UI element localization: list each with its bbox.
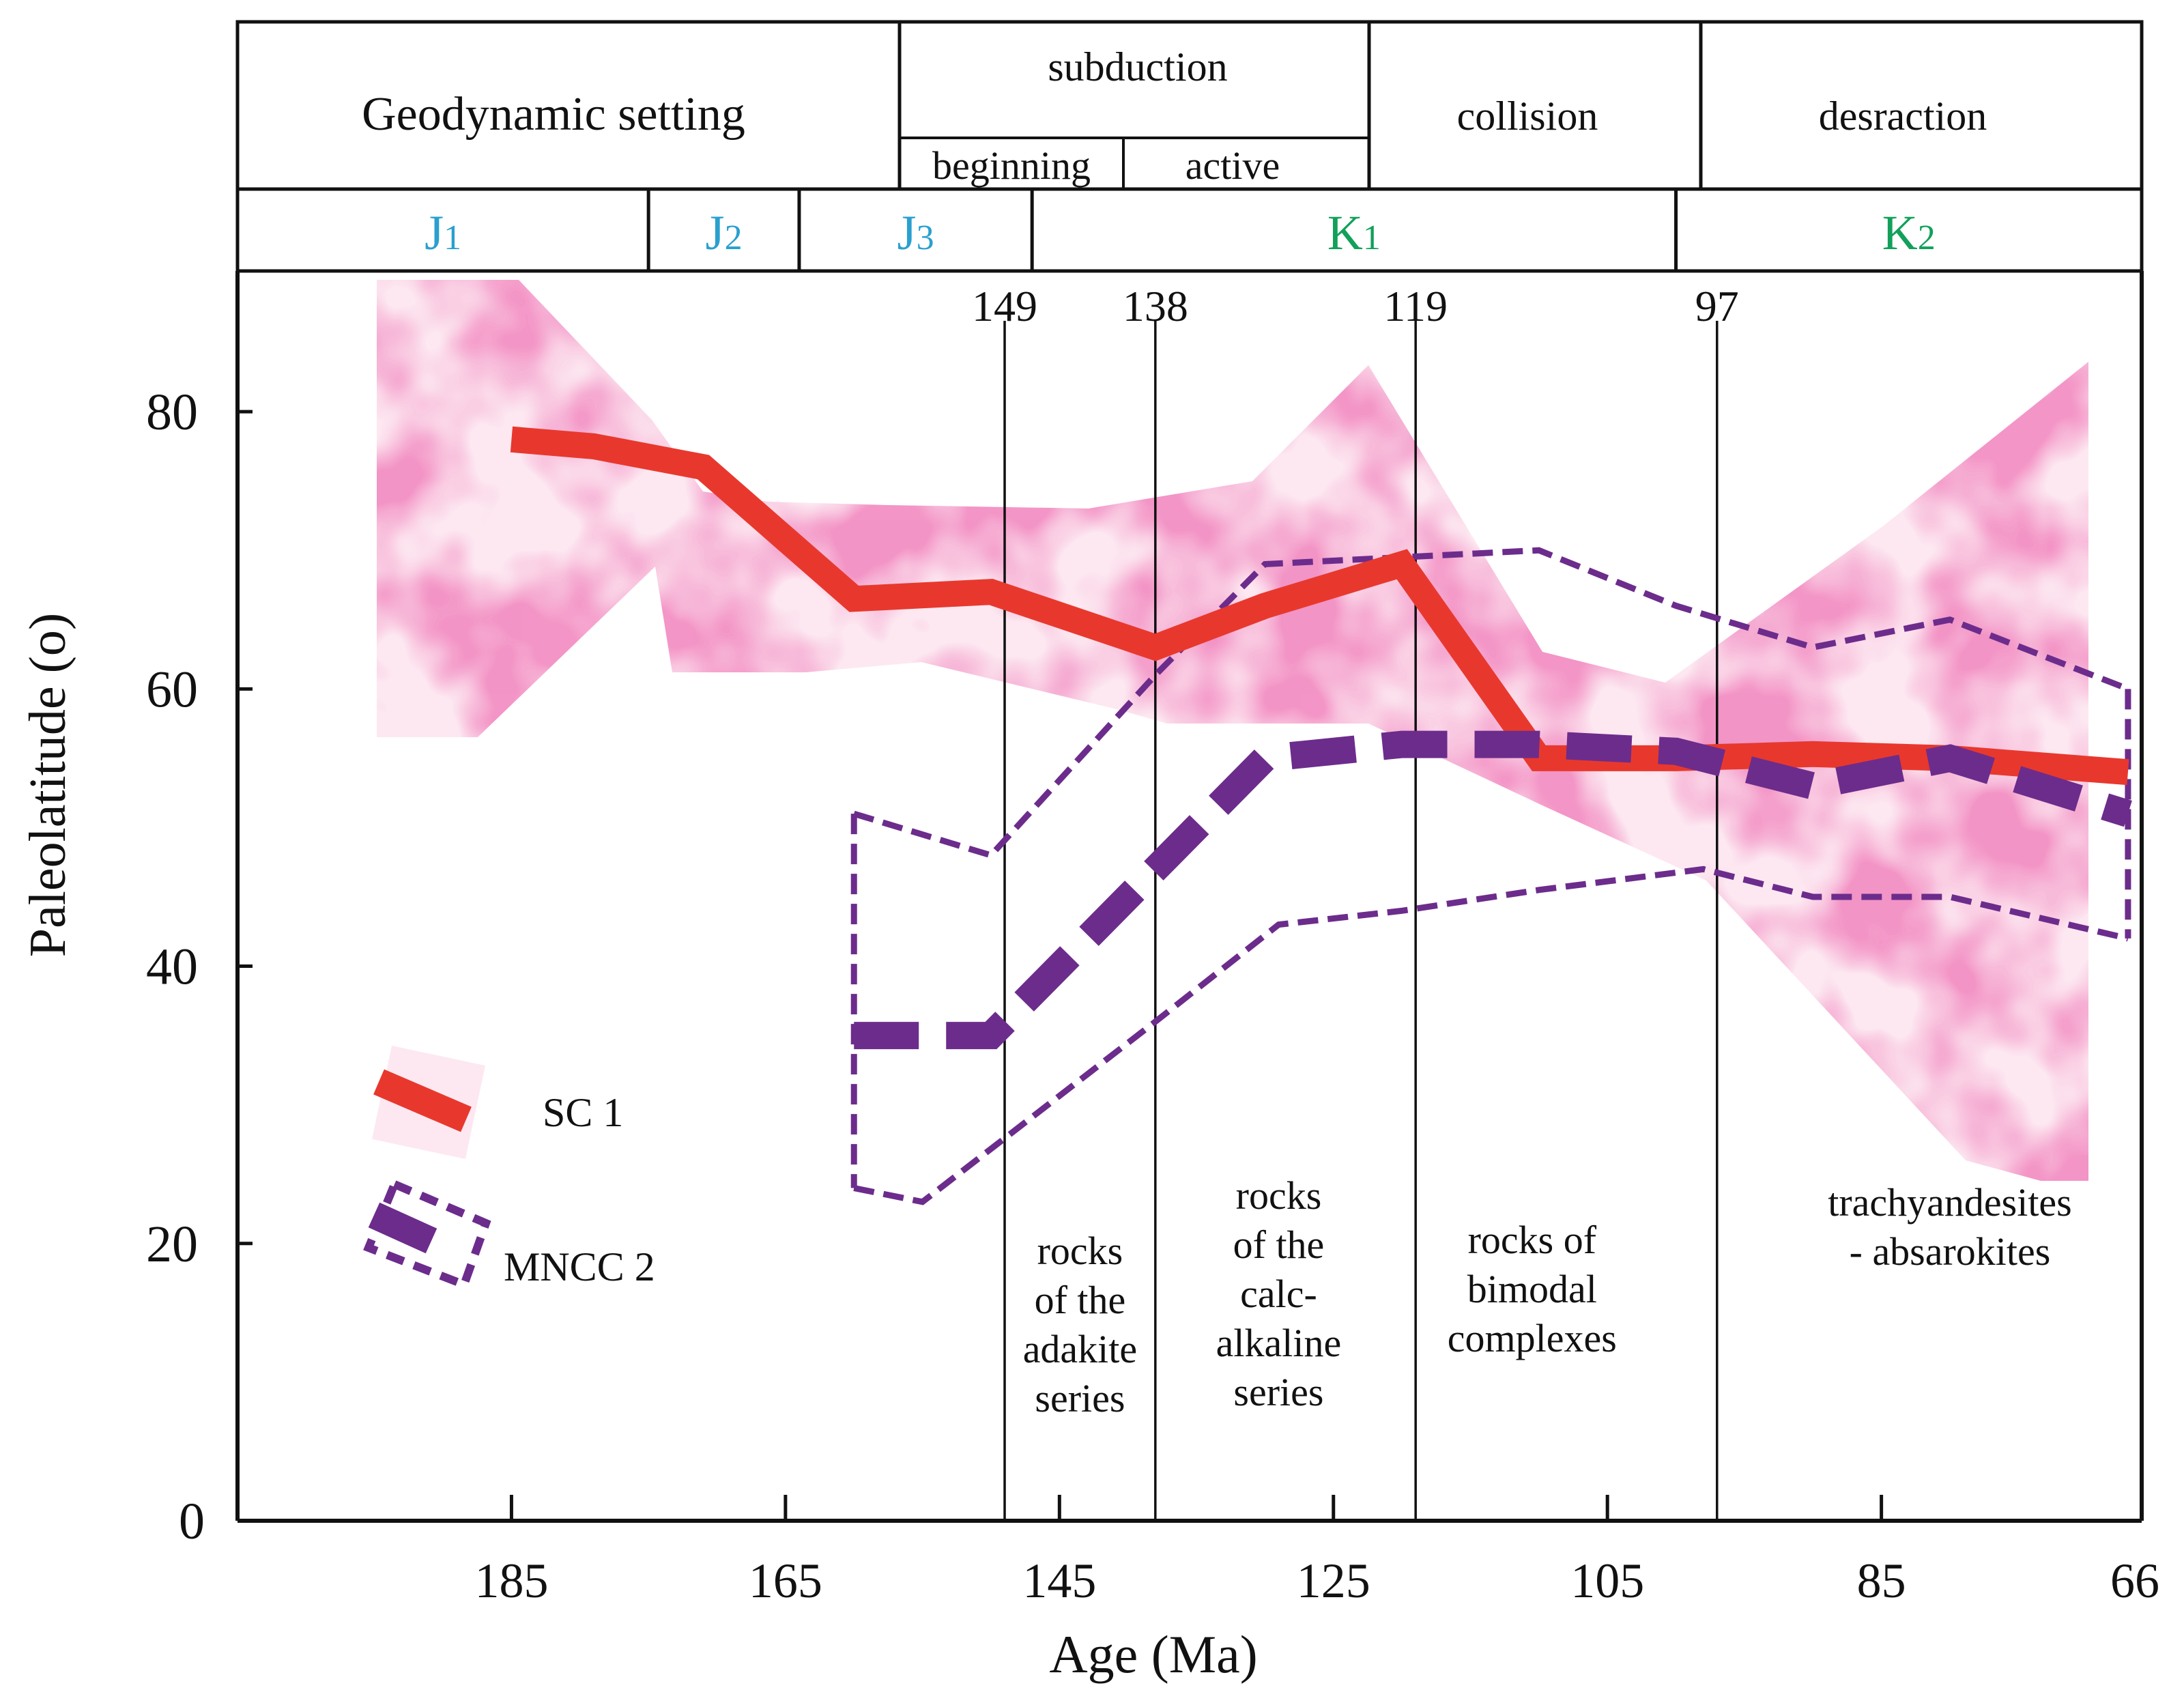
- rock-annotation-2: rocks of the calc-alkaline series: [1216, 1173, 1342, 1414]
- series-line-mncc-2: [854, 730, 2132, 1050]
- y-tick-label-60: 60: [146, 661, 198, 718]
- legend-sc1-swatch: [371, 1045, 486, 1160]
- period-label-j2: J2: [706, 205, 743, 260]
- header-table: [235, 20, 2144, 273]
- geodynamic-setting-title: Geodynamic setting: [362, 88, 745, 141]
- collision-label: collision: [1457, 94, 1598, 139]
- band-lower-line: [853, 865, 2129, 1205]
- y-tick-label-20: 20: [146, 1216, 198, 1273]
- legend-mncc2-swatch: [363, 1179, 491, 1290]
- boundary-label-119: 119: [1383, 282, 1448, 330]
- x-tick-label-165: 165: [749, 1554, 822, 1608]
- boundary-label-138: 138: [1123, 282, 1188, 330]
- period-label-j3: J3: [897, 205, 934, 260]
- beginning-label: beginning: [932, 143, 1091, 188]
- active-label: active: [1186, 143, 1280, 188]
- subduction-label: subduction: [1048, 44, 1227, 89]
- period-label-k1: K1: [1327, 205, 1381, 260]
- rock-annotation-3: rocks of bimodal complexes: [1448, 1218, 1617, 1360]
- sc1-uncertainty-area: [377, 280, 2088, 1181]
- boundary-label-97: 97: [1695, 282, 1739, 330]
- y-tick-label-80: 80: [146, 384, 198, 441]
- x-tick-label-145: 145: [1022, 1554, 1096, 1608]
- x-tick-label-185: 185: [474, 1554, 548, 1608]
- legend-mncc2-label: MNCC 2: [504, 1244, 655, 1289]
- period-label-k2: K2: [1882, 205, 1936, 260]
- rock-annotation-4: trachyandesites - absarokites: [1828, 1180, 2072, 1274]
- age-boundaries: 149 138 119 97: [972, 282, 1739, 1521]
- x-tick-label-125: 125: [1297, 1554, 1370, 1608]
- legend-sc1-label: SC 1: [543, 1090, 623, 1135]
- period-row: J1 J2 J3 K1 K2: [425, 189, 1936, 271]
- desraction-label: desraction: [1819, 94, 1987, 139]
- x-axis-title: Age (Ma): [1049, 1625, 1257, 1684]
- x-axis: 185 165 145 125 105 85 66: [474, 1495, 2159, 1608]
- period-label-j1: J1: [425, 205, 461, 260]
- plot-frame: [235, 271, 2144, 1523]
- y-tick-label-0: 0: [179, 1493, 205, 1550]
- legend: SC 1 MNCC 2: [363, 1045, 655, 1290]
- x-tick-label-66: 66: [2110, 1554, 2159, 1608]
- y-tick-label-40: 40: [146, 939, 198, 996]
- rock-annotations: rocks of the adakite series rocks of the calc-…: [1023, 1173, 2072, 1420]
- rock-annotation-1: rocks of the adakite series: [1023, 1229, 1137, 1420]
- x-tick-label-85: 85: [1857, 1554, 1906, 1608]
- boundary-label-149: 149: [972, 282, 1037, 330]
- y-axis-title: Paleolatitude (o): [19, 613, 76, 957]
- series-line-sc-1: [510, 426, 2129, 786]
- x-tick-label-105: 105: [1570, 1554, 1644, 1608]
- series-lines: [510, 426, 2132, 1050]
- band-upper-line: [852, 547, 2129, 859]
- y-axis: 0 20 40 60 80: [146, 384, 253, 1550]
